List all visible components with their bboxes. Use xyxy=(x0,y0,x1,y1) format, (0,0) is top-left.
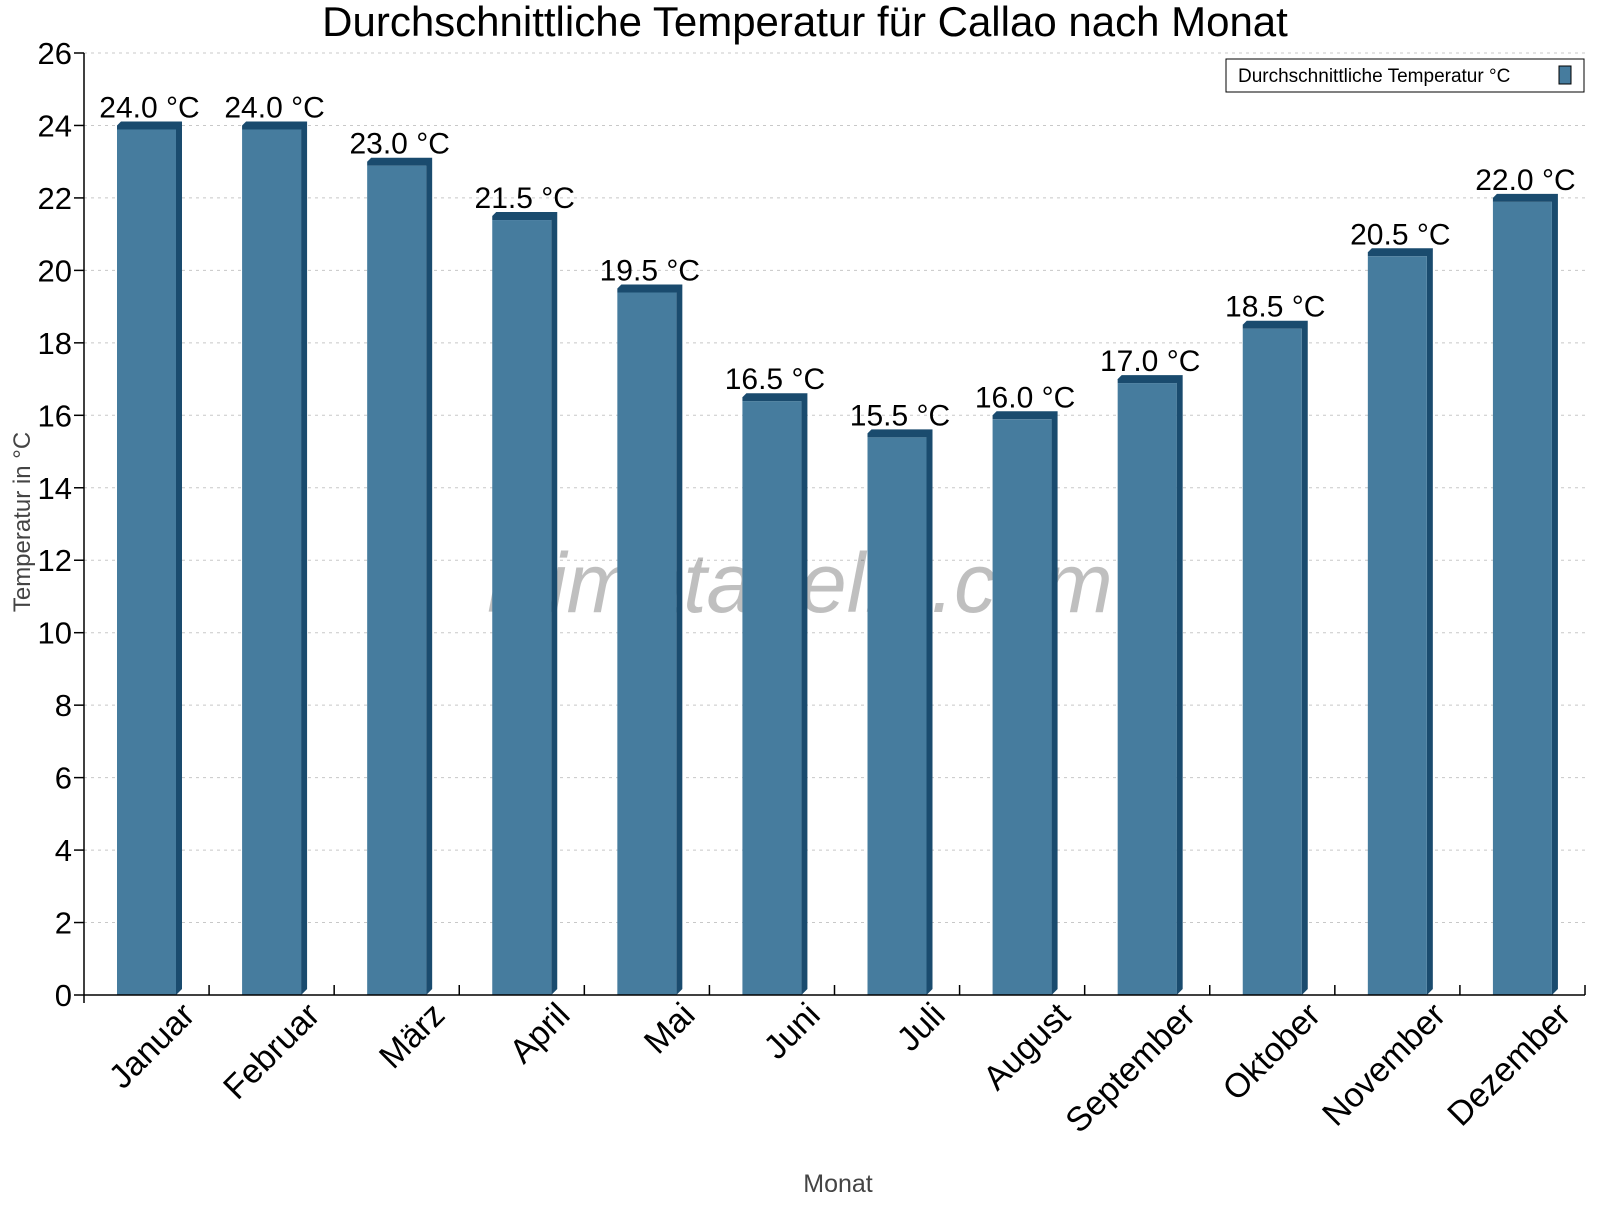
data-label: 24.0 °C xyxy=(99,91,199,124)
bar-side xyxy=(1551,193,1558,995)
x-tick-label: Juli xyxy=(890,996,953,1059)
data-label: 16.5 °C xyxy=(725,363,825,396)
y-tick-label: 6 xyxy=(55,761,72,796)
x-tick-label: Januar xyxy=(102,996,202,1096)
y-tick-label: 16 xyxy=(38,398,72,433)
bar-side xyxy=(426,157,433,995)
chart-title: Durchschnittliche Temperatur für Callao … xyxy=(322,0,1288,45)
bar xyxy=(117,129,176,995)
y-tick-label: 22 xyxy=(38,181,72,216)
bar-side xyxy=(801,393,808,995)
y-tick-label: 4 xyxy=(55,833,72,868)
data-label: 15.5 °C xyxy=(850,399,950,432)
data-label: 20.5 °C xyxy=(1350,218,1450,251)
bar-top xyxy=(742,393,808,402)
y-tick-label: 0 xyxy=(55,978,72,1013)
bar-side xyxy=(1176,375,1183,996)
x-tick-label: August xyxy=(976,995,1078,1097)
y-tick-label: 10 xyxy=(38,616,72,651)
data-label: 23.0 °C xyxy=(349,128,449,161)
bar-top xyxy=(1117,375,1183,384)
x-tick-label: September xyxy=(1058,996,1202,1140)
y-tick-label: 12 xyxy=(38,543,72,578)
x-tick-label: Dezember xyxy=(1440,996,1578,1134)
bar xyxy=(992,419,1052,995)
y-tick-label: 20 xyxy=(38,253,72,288)
x-tick-label: Februar xyxy=(216,996,327,1107)
y-tick-label: 24 xyxy=(38,108,72,143)
bar xyxy=(617,292,677,995)
bar xyxy=(867,437,927,995)
x-tick-label: Juni xyxy=(757,996,828,1067)
y-axis-label: Temperatur in °C xyxy=(9,432,36,612)
bar-side xyxy=(301,121,308,995)
bar xyxy=(1242,328,1302,995)
data-label: 17.0 °C xyxy=(1100,345,1200,378)
data-label: 16.0 °C xyxy=(975,381,1075,414)
bar-side xyxy=(176,121,182,995)
bar xyxy=(1117,383,1177,996)
bar xyxy=(242,129,302,995)
x-tick-label: November xyxy=(1315,996,1453,1134)
bar-side xyxy=(1301,320,1308,995)
x-tick-label: März xyxy=(372,996,452,1076)
data-label: 22.0 °C xyxy=(1475,164,1575,197)
bar xyxy=(1492,201,1552,995)
bar-top xyxy=(367,157,433,166)
bars: 24.0 °C 24.0 °C 23.0 °C 21.5 °C 19.5 °C 16.5 … xyxy=(99,91,1576,996)
bar-top xyxy=(492,212,558,221)
bar-top xyxy=(1492,193,1558,202)
x-tick-label: April xyxy=(502,996,577,1071)
bar-top xyxy=(117,121,182,130)
bar-top xyxy=(242,121,308,130)
y-tick-label: 26 xyxy=(38,36,72,71)
bar-top xyxy=(1367,248,1433,257)
bar xyxy=(367,165,427,995)
bar-side xyxy=(1051,411,1058,995)
y-tick-label: 2 xyxy=(55,906,72,941)
bar-top xyxy=(617,284,683,293)
bar xyxy=(492,220,552,996)
bar-top xyxy=(992,411,1058,420)
gridlines xyxy=(84,52,1585,924)
data-label: 21.5 °C xyxy=(475,182,575,215)
bar xyxy=(1367,256,1427,995)
bar-side xyxy=(1426,248,1433,995)
data-label: 19.5 °C xyxy=(600,255,700,288)
bar-top xyxy=(1242,320,1308,329)
x-tick-label: Oktober xyxy=(1216,996,1328,1108)
bar-side xyxy=(551,212,558,996)
bar-side xyxy=(676,284,683,995)
legend-swatch xyxy=(1558,65,1572,85)
bar-side xyxy=(926,429,933,995)
y-tick-label: 8 xyxy=(55,688,72,723)
y-tick-label: 14 xyxy=(38,471,72,506)
data-label: 24.0 °C xyxy=(224,91,324,124)
x-axis-label: Monat xyxy=(803,1170,873,1198)
legend-box xyxy=(1225,58,1585,93)
legend-label: Durchschnittliche Temperatur °C xyxy=(1238,66,1510,87)
x-tick-label: Mai xyxy=(637,996,703,1062)
bar-top xyxy=(867,429,933,438)
y-tick-label: 18 xyxy=(38,326,72,361)
data-label: 18.5 °C xyxy=(1225,291,1325,324)
legend: Durchschnittliche Temperatur °C xyxy=(1225,58,1585,93)
bar xyxy=(742,401,802,995)
